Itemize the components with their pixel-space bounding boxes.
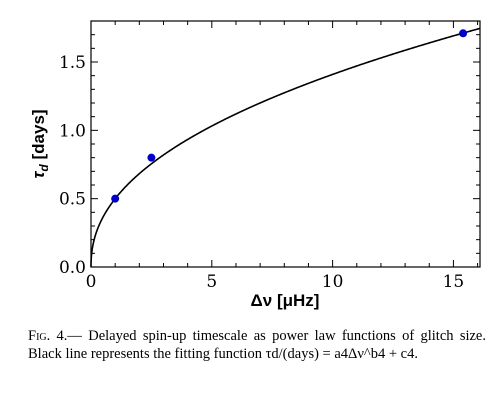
chart: 0 5 10 15 0.0 0.5 1.0 1.5 Δν [μHz] τd [days] [0, 0, 495, 320]
x-tick-label: 10 [322, 272, 344, 292]
y-tick-label: 0.5 [59, 190, 86, 210]
y-tick-label: 0.0 [59, 258, 86, 278]
tick-labels: 0 5 10 15 0.0 0.5 1.0 1.5 [59, 53, 464, 292]
y-axis-label: τd [days] [29, 109, 51, 178]
x-tick-label: 5 [206, 272, 217, 292]
plot-frame [91, 21, 480, 267]
caption-text: — Delayed spin-up timescale as power law… [28, 328, 486, 362]
fit-line [91, 28, 480, 267]
x-tick-label: 0 [86, 272, 97, 292]
ticks [91, 21, 480, 267]
figure-label: Fig. 4. [28, 328, 67, 344]
x-tick-label: 15 [443, 272, 465, 292]
x-axis-label: Δν [μHz] [251, 291, 320, 310]
y-tick-label: 1.5 [59, 53, 86, 73]
data-points [111, 29, 467, 202]
data-point [459, 29, 467, 37]
data-point [147, 154, 155, 162]
figure-caption: Fig. 4.— Delayed spin-up timescale as po… [28, 327, 486, 363]
data-point [111, 195, 119, 203]
y-tick-label: 1.0 [59, 121, 86, 141]
